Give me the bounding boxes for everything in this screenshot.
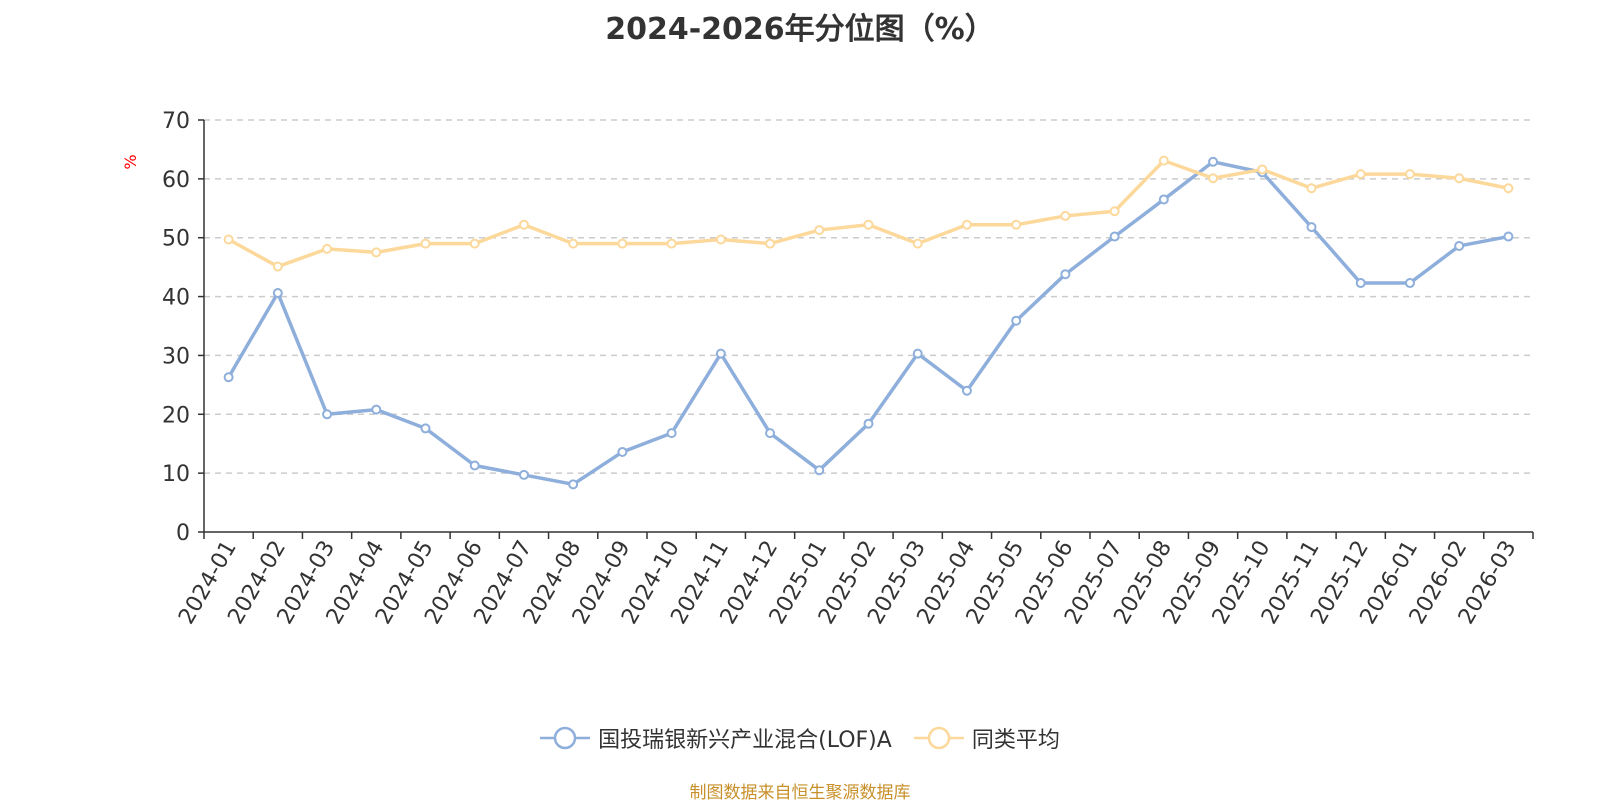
series-1-point [1208, 173, 1219, 184]
series-0-point [814, 465, 825, 476]
series-1-point [1454, 173, 1465, 184]
series-0-point [518, 469, 529, 480]
series-1-point [961, 219, 972, 230]
series-1-point [715, 234, 726, 245]
series-1-point [1257, 164, 1268, 175]
series-0-point [1355, 278, 1366, 289]
y-tick-label: 70 [162, 109, 190, 134]
series-0-point [1306, 222, 1317, 233]
source-note: 制图数据来自恒生聚源数据库 [689, 783, 911, 800]
chart-title: 2024-2026年分位图（%） [605, 12, 995, 47]
series-0-point [322, 409, 333, 420]
series-0-point [420, 423, 431, 434]
series-1-point [1109, 206, 1120, 217]
series-1-point [863, 219, 874, 230]
series-1-point [912, 238, 923, 249]
series-0-point [961, 385, 972, 396]
series-line-1 [227, 158, 1509, 269]
series-1-point [568, 238, 579, 249]
series-0-point [1158, 194, 1169, 205]
legend: 国投瑞银新兴产业混合(LOF)A 同类平均 [0, 722, 1600, 754]
axis-layer [198, 119, 1534, 539]
y-tick-label: 20 [162, 403, 190, 428]
series-1-point [1503, 183, 1514, 194]
series-0-point [1404, 278, 1415, 289]
series-1-point [617, 238, 628, 249]
y-tick-label: 40 [162, 286, 190, 311]
y-tick-label: 30 [162, 344, 190, 369]
legend-item-fund[interactable]: 国投瑞银新兴产业混合(LOF)A [540, 722, 892, 754]
y-tick-label: 0 [176, 521, 190, 546]
legend-average-marker-icon [913, 726, 964, 750]
series-0-point [1060, 269, 1071, 280]
series-1-point [1060, 210, 1071, 221]
series-layer [223, 155, 1514, 490]
y-axis-unit-label: % [121, 154, 140, 169]
grid-layer [204, 119, 1533, 474]
series-1-point [272, 261, 283, 272]
series-0-point [223, 372, 234, 383]
y-tick-label: 60 [162, 168, 190, 193]
series-0-point [715, 348, 726, 359]
series-1-point [371, 247, 382, 258]
series-0-point [765, 428, 776, 439]
series-1-point [765, 238, 776, 249]
series-1-point [1355, 169, 1366, 180]
series-0-point [617, 446, 628, 457]
series-0-point [1011, 315, 1022, 326]
series-1-point [1404, 169, 1415, 180]
series-1-point [666, 238, 677, 249]
series-0-point [371, 404, 382, 415]
y-tick-label: 50 [162, 227, 190, 252]
legend-item-average[interactable]: 同类平均 [913, 722, 1060, 754]
series-0-point [272, 288, 283, 299]
legend-fund-label: 国投瑞银新兴产业混合(LOF)A [598, 728, 892, 753]
series-1-point [469, 238, 480, 249]
series-0-point [568, 479, 579, 490]
series-1-point [814, 225, 825, 236]
series-line-0 [227, 160, 1509, 487]
series-1-point [1158, 155, 1169, 166]
series-0-point [1208, 156, 1219, 167]
series-0-point [912, 348, 923, 359]
series-0-point [469, 460, 480, 471]
series-0-point [1503, 231, 1514, 242]
series-1-point [518, 219, 529, 230]
series-1-point [1011, 219, 1022, 230]
series-1-point [322, 243, 333, 254]
series-1-point [420, 238, 431, 249]
legend-average-label: 同类平均 [971, 728, 1060, 753]
series-0-point [1454, 240, 1465, 251]
series-0-point [666, 428, 677, 439]
y-tick-label: 10 [162, 462, 190, 487]
series-0-point [1109, 231, 1120, 242]
series-0-point [863, 418, 874, 429]
series-1-point [223, 234, 234, 245]
legend-fund-marker-icon [540, 726, 591, 750]
series-1-point [1306, 183, 1317, 194]
